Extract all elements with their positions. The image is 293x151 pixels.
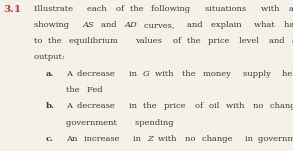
Text: government: government — [258, 135, 293, 143]
Text: change: change — [270, 102, 293, 110]
Text: curves,: curves, — [144, 21, 178, 29]
Text: Illustrate: Illustrate — [34, 5, 75, 13]
Text: and: and — [187, 21, 205, 29]
Text: held: held — [282, 70, 293, 78]
Text: the: the — [182, 70, 198, 78]
Text: Fed: Fed — [87, 86, 105, 94]
Text: change: change — [202, 135, 235, 143]
Text: of: of — [116, 5, 127, 13]
Text: increase: increase — [84, 135, 122, 143]
Text: of: of — [195, 102, 206, 110]
Text: no: no — [253, 102, 266, 110]
Text: in: in — [129, 102, 140, 110]
Text: equilibrium: equilibrium — [69, 37, 120, 45]
Text: oil: oil — [209, 102, 222, 110]
Text: showing: showing — [34, 21, 71, 29]
Text: output:: output: — [34, 53, 67, 61]
Text: decrease: decrease — [77, 70, 117, 78]
Text: AD: AD — [125, 21, 140, 29]
Text: c.: c. — [45, 135, 53, 143]
Text: to: to — [34, 37, 45, 45]
Text: AS: AS — [82, 21, 97, 29]
Text: with: with — [261, 5, 282, 13]
Text: what: what — [253, 21, 277, 29]
Text: no: no — [185, 135, 198, 143]
Text: decrease: decrease — [77, 102, 117, 110]
Text: 3.1: 3.1 — [4, 5, 22, 14]
Text: money: money — [203, 70, 234, 78]
Text: aggregate: aggregate — [292, 37, 293, 45]
Text: values: values — [135, 37, 165, 45]
Text: price: price — [208, 37, 232, 45]
Text: a: a — [289, 5, 293, 13]
Text: level: level — [239, 37, 262, 45]
Text: the: the — [143, 102, 159, 110]
Text: the: the — [130, 5, 146, 13]
Text: each: each — [87, 5, 110, 13]
Text: and: and — [268, 37, 287, 45]
Text: the: the — [187, 37, 204, 45]
Text: government: government — [66, 119, 120, 127]
Text: A: A — [66, 102, 74, 110]
Text: happens: happens — [284, 21, 293, 29]
Text: Z: Z — [147, 135, 155, 143]
Text: with: with — [155, 70, 176, 78]
Text: explain: explain — [211, 21, 244, 29]
Text: b.: b. — [45, 102, 54, 110]
Text: with: with — [158, 135, 179, 143]
Text: following: following — [151, 5, 193, 13]
Text: of: of — [173, 37, 184, 45]
Text: and: and — [101, 21, 119, 29]
Text: the: the — [66, 86, 82, 94]
Text: in: in — [245, 135, 255, 143]
Text: a.: a. — [45, 70, 54, 78]
Text: An: An — [66, 135, 80, 143]
Text: A: A — [66, 70, 74, 78]
Text: in: in — [129, 70, 140, 78]
Text: price: price — [164, 102, 188, 110]
Text: G: G — [143, 70, 152, 78]
Text: spending: spending — [135, 119, 176, 127]
Text: in: in — [133, 135, 144, 143]
Text: supply: supply — [243, 70, 273, 78]
Text: with: with — [226, 102, 247, 110]
Text: situations: situations — [205, 5, 249, 13]
Text: the: the — [48, 37, 64, 45]
